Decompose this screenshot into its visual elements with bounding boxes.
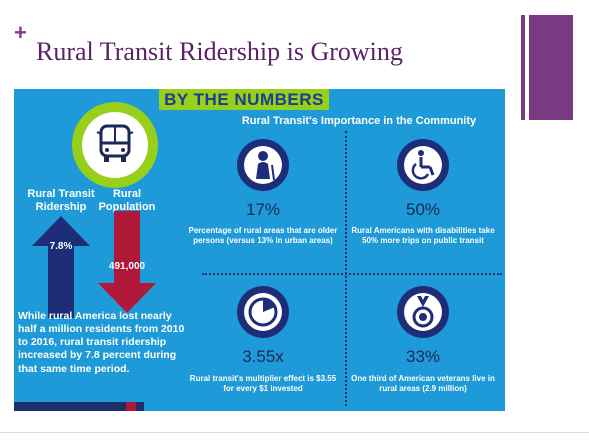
bus-badge-inner: [82, 112, 148, 178]
infographic-image: BY THE NUMBERS Rural Transit Ridership R…: [14, 89, 505, 411]
bus-badge: [72, 102, 158, 188]
decorative-bar-thick: [529, 15, 573, 120]
pie-chart-icon: [248, 297, 278, 327]
slide-title: Rural Transit Ridership is Growing: [36, 37, 403, 66]
summary-text: While rural America lost nearly half a m…: [18, 310, 185, 375]
ridership-label: Rural Transit Ridership: [27, 188, 95, 214]
population-down-arrow-icon: [98, 211, 156, 313]
stat-older-text: Percentage of rural areas that are older…: [188, 226, 338, 245]
stat-veterans-text: One third of American veterans live in r…: [351, 374, 495, 393]
importance-heading: Rural Transit's Importance in the Commun…: [241, 115, 477, 127]
stat-older-value: 17%: [245, 200, 281, 219]
bottom-strip-accent: [126, 402, 136, 411]
decorative-bar-thin: [521, 15, 525, 120]
population-value: 491,000: [108, 261, 146, 272]
medal-icon: [412, 296, 434, 328]
horizontal-divider: [202, 273, 502, 275]
stat-multiplier-badge: [237, 286, 289, 338]
stat-multiplier-value: 3.55x: [242, 347, 284, 366]
stat-disability-badge: [397, 139, 449, 191]
banner-text: BY THE NUMBERS: [164, 90, 324, 109]
wheelchair-icon: [411, 150, 435, 180]
numbers-banner: BY THE NUMBERS: [159, 89, 329, 110]
stat-disability-text: Rural Americans with disabilities take 5…: [351, 226, 495, 245]
vertical-divider: [345, 131, 347, 406]
stat-veterans-badge: [397, 286, 449, 338]
elderly-person-icon: [256, 151, 275, 181]
ridership-up-arrow-icon: [32, 216, 90, 318]
bottom-strip: [14, 402, 144, 411]
slide-bottom-edge: [0, 432, 589, 433]
ridership-value: 7.8%: [49, 241, 73, 252]
stat-veterans-value: 33%: [405, 347, 441, 366]
population-label: Rural Population: [98, 188, 156, 214]
stat-older-badge: [237, 139, 289, 191]
stat-disability-value: 50%: [405, 200, 441, 219]
stat-multiplier-text: Rural transit's multiplier effect is $3.…: [189, 374, 337, 393]
bus-icon: [96, 124, 134, 162]
bullet-plus: +: [14, 20, 27, 45]
